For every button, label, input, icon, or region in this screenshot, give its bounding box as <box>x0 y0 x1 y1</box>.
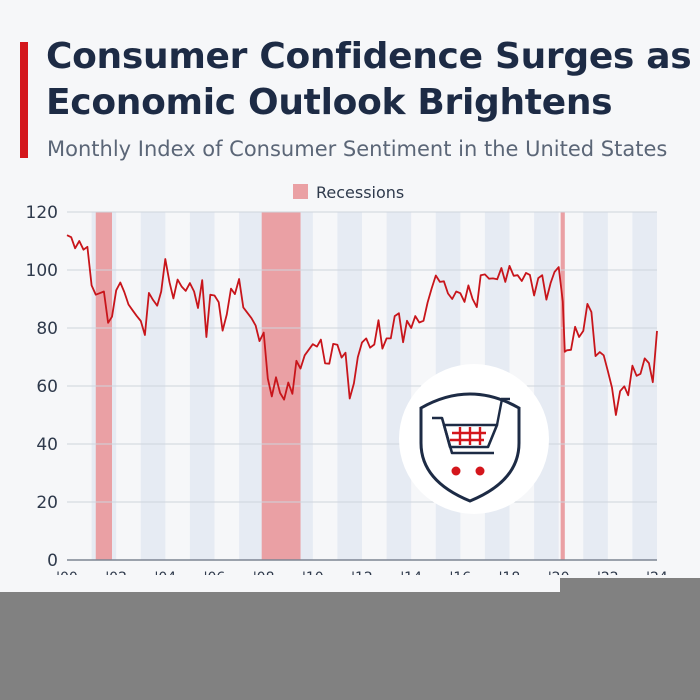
y-tick-label: 80 <box>36 319 58 339</box>
y-tick-label: 120 <box>26 203 58 223</box>
cart-wheel-icon <box>451 466 461 476</box>
gray-overlay-notch <box>560 578 700 594</box>
y-tick-label: 100 <box>26 261 58 281</box>
sentiment-line-chart: 0 20 40 60 80 100 120 '00 '02 '04 '06 '08 '10 '12 '14 '… <box>26 183 668 575</box>
x-tick-label: '22 <box>597 570 619 575</box>
x-tick-label: '18 <box>499 570 521 575</box>
sentiment-series-line <box>66 234 658 416</box>
title-accent-bar <box>20 42 28 158</box>
chart-title: Consumer Confidence Surges as Economic O… <box>46 36 692 123</box>
x-tick-label: '02 <box>105 570 127 575</box>
y-tick-label: 0 <box>47 551 58 571</box>
x-tick-label: '12 <box>351 570 373 575</box>
cart-frame-icon <box>495 397 510 426</box>
gray-overlay-band <box>0 592 700 700</box>
x-tick-label: '20 <box>548 570 570 575</box>
cart-basket-icon <box>442 423 499 449</box>
chart-subtitle: Monthly Index of Consumer Sentiment in t… <box>47 137 668 161</box>
x-tick-label: '06 <box>204 570 226 575</box>
cart-wheel-icon <box>475 466 485 476</box>
x-tick-label: '04 <box>154 570 176 575</box>
y-tick-label: 60 <box>36 377 58 397</box>
legend-swatch-recessions <box>293 184 308 199</box>
cart-grid-icon <box>450 427 486 445</box>
shopping-cart-shield-icon <box>399 364 549 514</box>
x-tick-label: '10 <box>302 570 324 575</box>
x-tick-label: '08 <box>253 570 275 575</box>
y-tick-label: 20 <box>36 493 58 513</box>
x-tick-label: '16 <box>449 570 471 575</box>
x-tick-label: '00 <box>56 570 78 575</box>
y-tick-label: 40 <box>36 435 58 455</box>
x-tick-label: '24 <box>646 570 668 575</box>
legend-label-recessions: Recessions <box>316 183 404 202</box>
x-tick-label: '14 <box>400 570 422 575</box>
